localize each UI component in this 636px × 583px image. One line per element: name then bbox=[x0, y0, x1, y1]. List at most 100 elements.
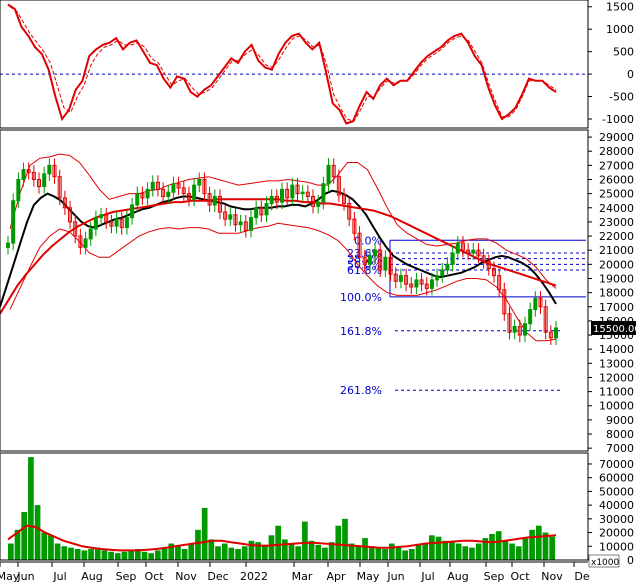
price-candle-body bbox=[290, 184, 295, 199]
volume-bar bbox=[315, 544, 322, 560]
volume-bar bbox=[542, 532, 549, 560]
volume-bar bbox=[442, 540, 449, 560]
volume-bar bbox=[255, 542, 261, 560]
price-ytick-label: 27000 bbox=[599, 159, 634, 172]
price-ytick-label: 11000 bbox=[599, 386, 634, 399]
volume-bar bbox=[328, 542, 335, 560]
volume-bar bbox=[515, 546, 522, 560]
osc-ytick-label: 1000 bbox=[606, 23, 634, 36]
fib-label: 100.0% bbox=[340, 291, 382, 304]
price-bb-upper-line bbox=[9, 153, 557, 289]
price-ytick-label: 21000 bbox=[599, 244, 634, 257]
x-tick-label: Sep bbox=[116, 570, 137, 583]
vol-ytick-label: 20000 bbox=[599, 527, 634, 540]
price-candle-body bbox=[528, 309, 533, 325]
volume-bar bbox=[248, 540, 255, 560]
volume-bar bbox=[148, 553, 155, 560]
price-candle-body bbox=[150, 181, 155, 190]
volume-bar bbox=[61, 546, 68, 560]
price-candle-body bbox=[114, 218, 119, 227]
price-ytick-label: 26000 bbox=[599, 173, 634, 186]
price-candle-body bbox=[517, 326, 522, 336]
volume-bar bbox=[74, 549, 81, 560]
volume-bar bbox=[342, 518, 348, 560]
volume-bar bbox=[388, 543, 395, 560]
price-ytick-label: 28000 bbox=[599, 145, 634, 158]
volume-bar bbox=[268, 535, 275, 560]
price-candle-body bbox=[445, 263, 450, 271]
x-tick-label: Apr bbox=[326, 570, 346, 583]
price-candle-body bbox=[42, 173, 47, 188]
price-candle-body bbox=[316, 201, 321, 207]
x-tick-label: Sep bbox=[484, 570, 505, 583]
price-candle-body bbox=[166, 191, 171, 197]
price-candle-body bbox=[388, 256, 393, 275]
volume-bar bbox=[489, 533, 495, 560]
volume-bar bbox=[469, 547, 475, 560]
price-candle-body bbox=[419, 279, 424, 285]
price-candle-body bbox=[342, 194, 347, 205]
price-candle-body bbox=[259, 207, 264, 216]
price-candle-body bbox=[512, 326, 517, 333]
price-candle-body bbox=[285, 188, 290, 199]
price-ytick-label: 24000 bbox=[599, 202, 634, 215]
price-candle-body bbox=[538, 297, 543, 308]
x-tick-label: De bbox=[574, 570, 589, 583]
price-candle-body bbox=[280, 188, 284, 203]
price-candle-body bbox=[466, 249, 471, 254]
price-candle-body bbox=[83, 238, 88, 248]
x-tick-label: Oct bbox=[510, 570, 530, 583]
volume-bar bbox=[322, 547, 328, 560]
price-candle-body bbox=[52, 164, 57, 178]
price-candle-body bbox=[373, 249, 378, 257]
price-ytick-label: 17000 bbox=[599, 301, 634, 314]
price-candle-body bbox=[176, 183, 181, 189]
price-candle-body bbox=[295, 184, 300, 195]
volume-bar bbox=[41, 532, 48, 560]
price-candle-body bbox=[186, 193, 191, 200]
oscillator-panel: 1500 1000 500 0 -500 -1000 bbox=[0, 1, 634, 126]
volume-bar bbox=[449, 542, 455, 560]
volume-bar bbox=[382, 549, 388, 560]
volume-bar bbox=[395, 547, 402, 560]
x-tick-label: May bbox=[357, 570, 380, 583]
x-tick-label: Jun bbox=[386, 570, 404, 583]
price-candle-body bbox=[57, 176, 62, 199]
volume-bar bbox=[529, 529, 535, 560]
volume-bar bbox=[168, 543, 175, 560]
price-candle-body bbox=[217, 195, 222, 213]
osc-ytick-label: 1500 bbox=[606, 1, 634, 14]
price-candle-body bbox=[486, 261, 491, 270]
price-candle-body bbox=[362, 256, 367, 265]
volume-bar bbox=[134, 549, 141, 560]
x-tick-label: May bbox=[0, 570, 20, 583]
volume-bar bbox=[215, 546, 221, 560]
vol-ytick-label: 70000 bbox=[599, 458, 634, 471]
price-candle-body bbox=[476, 249, 481, 257]
price-candle-body bbox=[135, 193, 140, 206]
volume-bar bbox=[155, 550, 161, 560]
price-candle-body bbox=[140, 193, 145, 199]
price-ytick-label: 10000 bbox=[599, 400, 634, 413]
price-candle-body bbox=[6, 242, 10, 248]
osc-ytick-label: 0 bbox=[627, 68, 634, 81]
volume-bar bbox=[48, 535, 54, 560]
volume-bar bbox=[275, 525, 281, 560]
price-candle-body bbox=[305, 191, 310, 197]
price-candle-body bbox=[202, 178, 207, 195]
price-candle-body bbox=[181, 187, 186, 195]
volume-bar bbox=[509, 543, 515, 560]
price-candle-body bbox=[155, 181, 160, 190]
volume-bar bbox=[348, 543, 355, 560]
volume-bar bbox=[241, 546, 248, 560]
price-ytick-label: 9000 bbox=[606, 414, 634, 427]
osc-ytick-label: -1000 bbox=[602, 113, 634, 126]
osc-ytick-label: -500 bbox=[609, 91, 634, 104]
volume-bar bbox=[462, 546, 469, 560]
volume-bar bbox=[101, 550, 108, 560]
price-candle-body bbox=[352, 218, 357, 234]
price-candle-body bbox=[548, 331, 553, 339]
volume-bar bbox=[495, 531, 502, 560]
